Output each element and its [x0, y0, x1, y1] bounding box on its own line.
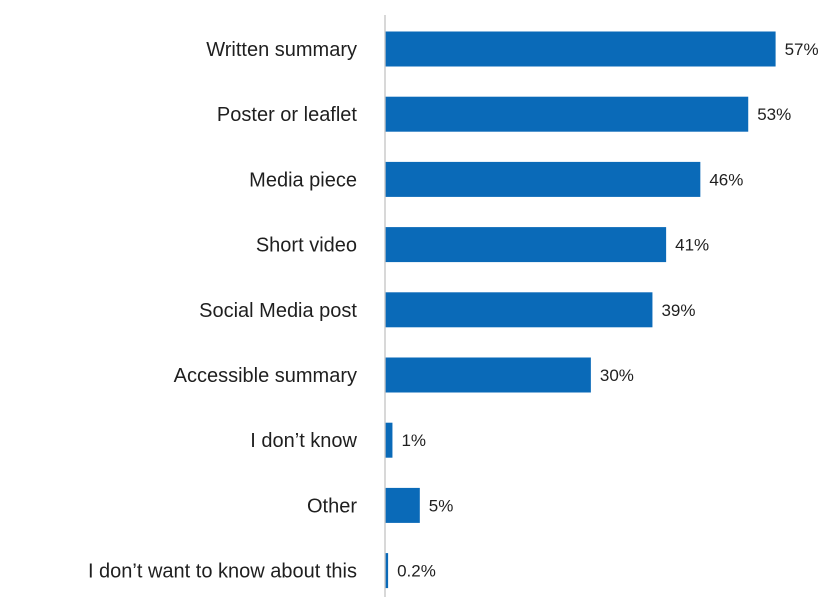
category-label: Social Media post: [199, 300, 357, 322]
value-labels: 57% 53% 46% 41% 39% 30% 1% 5% 0.2%: [397, 40, 819, 581]
bar: [385, 161, 701, 197]
category-label: Poster or leaflet: [217, 104, 358, 126]
category-label: Written summary: [206, 39, 357, 61]
value-label: 41%: [675, 236, 709, 255]
value-label: 39%: [661, 301, 695, 320]
bar: [385, 227, 667, 263]
bar: [385, 487, 420, 523]
category-label: Short video: [256, 235, 357, 257]
bar: [385, 292, 653, 328]
category-label: Accessible summary: [174, 365, 357, 387]
category-label: I don’t want to know about this: [88, 561, 357, 583]
bar: [385, 31, 776, 67]
value-label: 1%: [401, 431, 426, 450]
value-label: 30%: [600, 366, 634, 385]
value-label: 5%: [429, 496, 454, 515]
value-label: 0.2%: [397, 562, 436, 581]
category-labels: Written summary Poster or leaflet Media pi…: [88, 39, 358, 583]
value-label: 53%: [757, 105, 791, 124]
bar: [385, 96, 749, 132]
bar: [385, 357, 591, 393]
category-label: I don’t know: [250, 430, 357, 452]
bars: [385, 31, 776, 589]
bar: [385, 422, 393, 458]
value-label: 46%: [709, 170, 743, 189]
category-label: Media piece: [249, 169, 357, 191]
category-label: Other: [307, 495, 357, 517]
bar: [385, 553, 389, 589]
value-label: 57%: [785, 40, 819, 59]
